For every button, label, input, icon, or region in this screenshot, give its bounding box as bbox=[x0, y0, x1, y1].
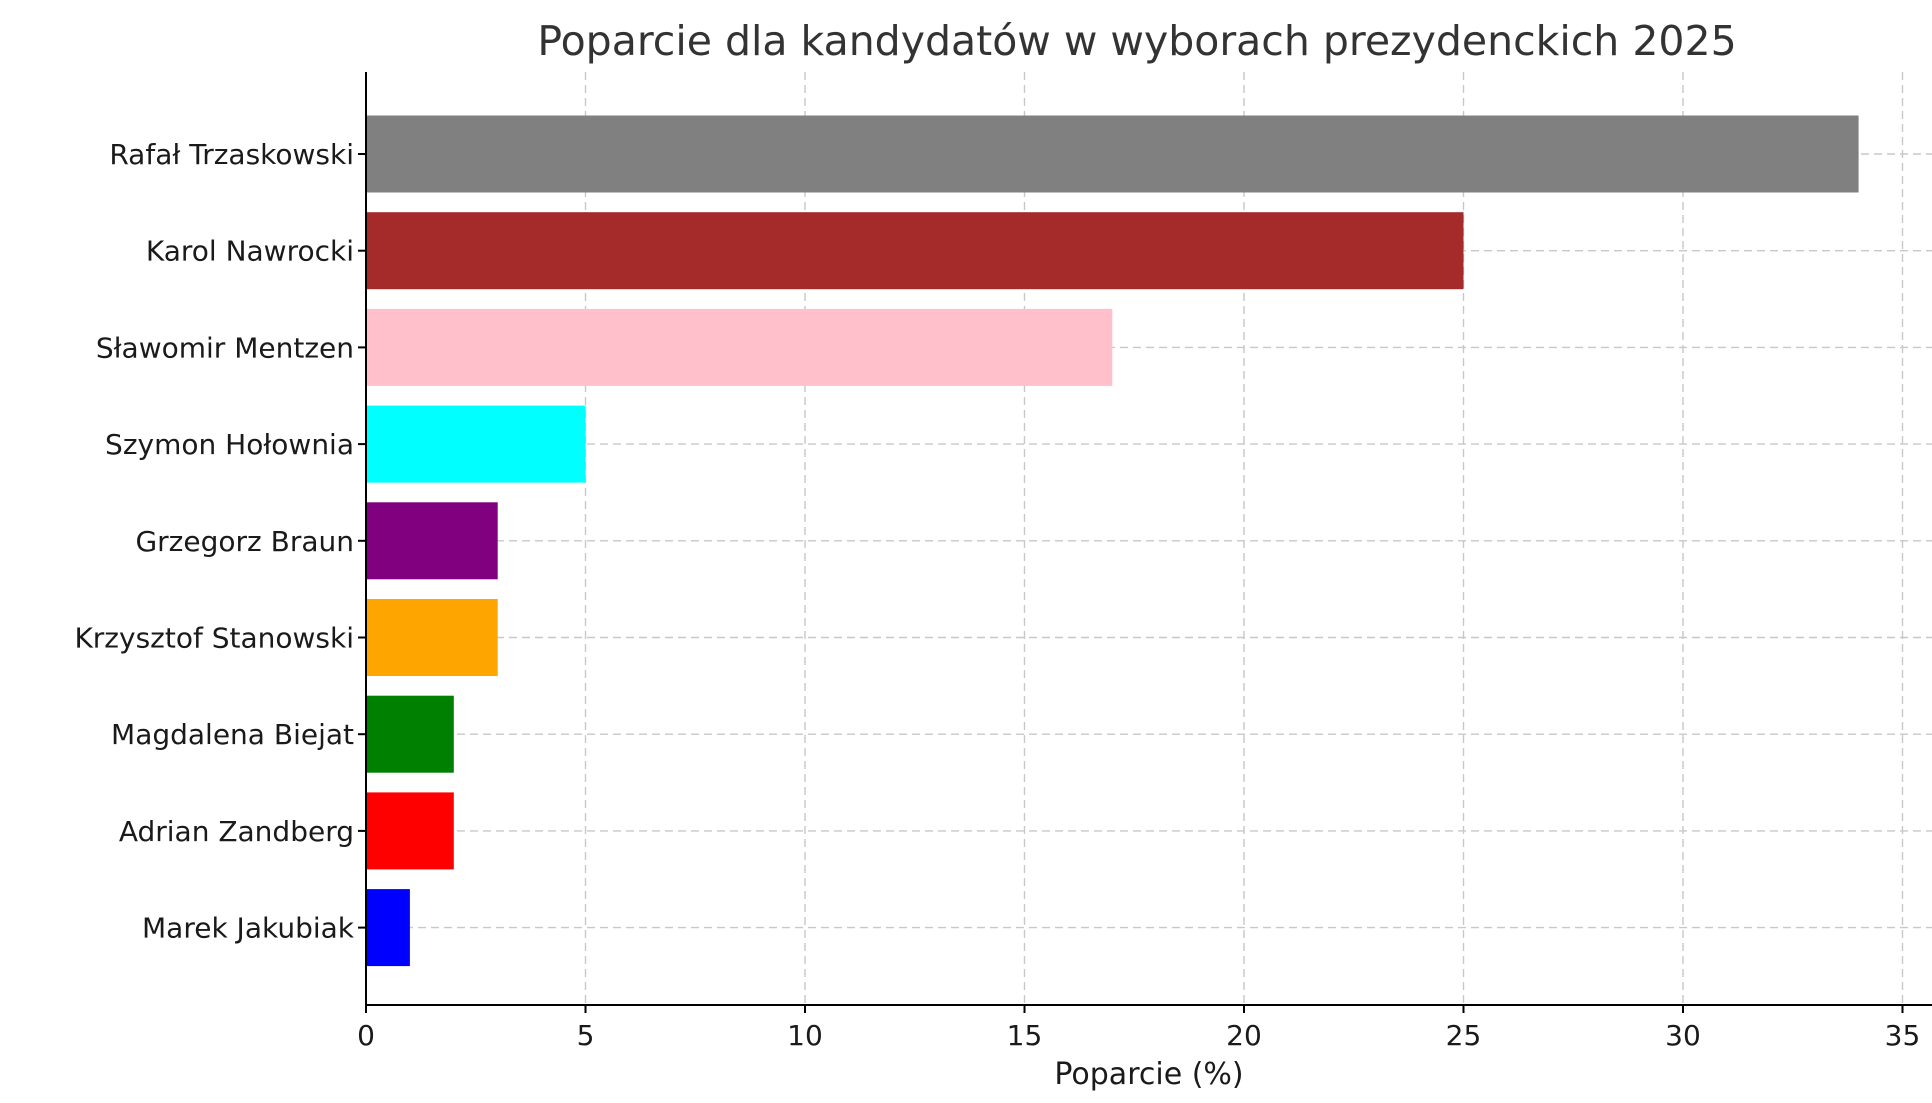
bar bbox=[366, 599, 498, 676]
category-label: Krzysztof Stanowski bbox=[74, 622, 354, 655]
bars bbox=[366, 115, 1859, 967]
bar bbox=[366, 889, 410, 967]
category-labels: Rafał Trzaskowski Karol Nawrocki Sławomir … bbox=[74, 138, 366, 945]
x-tick-label: 25 bbox=[1446, 1019, 1482, 1052]
x-tick-label: 15 bbox=[1007, 1019, 1043, 1052]
category-label: Szymon Hołownia bbox=[105, 428, 354, 461]
category-label: Adrian Zandberg bbox=[119, 815, 354, 848]
bar bbox=[366, 695, 454, 773]
x-tick-label: 10 bbox=[787, 1019, 823, 1052]
x-axis-label: Poparcie (%) bbox=[1054, 1057, 1243, 1092]
x-tick-label: 30 bbox=[1665, 1019, 1701, 1052]
x-tick-label: 35 bbox=[1885, 1019, 1921, 1052]
category-label: Magdalena Biejat bbox=[111, 718, 354, 751]
bar bbox=[366, 502, 498, 580]
bar bbox=[366, 405, 586, 483]
category-label: Karol Nawrocki bbox=[146, 235, 354, 268]
bar bbox=[366, 115, 1859, 193]
axes bbox=[365, 72, 1932, 1006]
x-tick-label: 5 bbox=[577, 1019, 595, 1052]
x-tick-labels: 0 5 10 15 20 25 30 35 bbox=[357, 1005, 1920, 1052]
x-tick-label: 0 bbox=[357, 1019, 375, 1052]
bar bbox=[366, 308, 1113, 386]
category-label: Marek Jakubiak bbox=[142, 912, 355, 945]
bar bbox=[366, 212, 1464, 290]
grid-lines bbox=[365, 72, 1932, 1005]
category-label: Grzegorz Braun bbox=[135, 525, 354, 558]
category-label: Sławomir Mentzen bbox=[96, 331, 354, 364]
bar bbox=[366, 792, 454, 870]
category-label: Rafał Trzaskowski bbox=[109, 138, 354, 171]
chart-title: Poparcie dla kandydatów w wyborach prezy… bbox=[537, 17, 1736, 65]
x-tick-label: 20 bbox=[1226, 1019, 1262, 1052]
